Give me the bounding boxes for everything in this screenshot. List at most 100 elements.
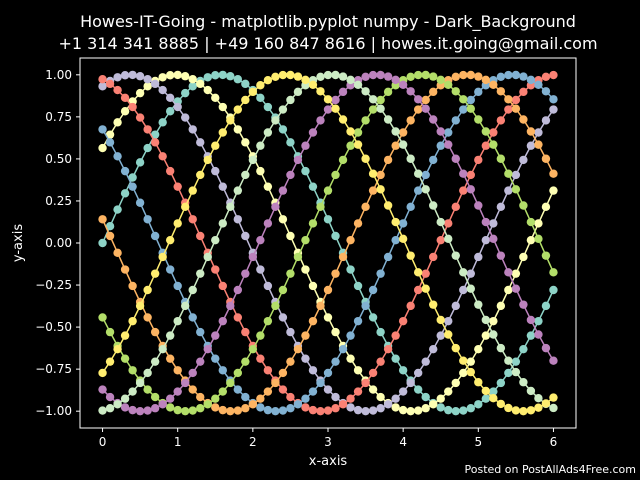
data-point <box>293 72 303 81</box>
data-point <box>481 386 491 396</box>
data-point <box>346 394 355 403</box>
data-point <box>489 393 498 403</box>
data-point <box>481 141 491 150</box>
data-point <box>474 400 483 409</box>
data-point <box>226 72 235 81</box>
data-point <box>368 70 378 80</box>
data-point <box>451 343 460 353</box>
data-point <box>549 356 558 365</box>
data-point <box>398 316 408 326</box>
data-point <box>233 285 243 295</box>
data-point <box>120 93 130 103</box>
data-point <box>173 281 182 291</box>
data-point <box>459 406 468 415</box>
x-tick-label: 4 <box>399 435 407 449</box>
data-point <box>188 125 197 134</box>
data-point <box>346 265 355 274</box>
data-point <box>376 392 385 402</box>
data-point <box>158 400 167 409</box>
data-point <box>361 72 370 82</box>
data-point <box>496 399 506 409</box>
series-7 <box>98 70 558 416</box>
data-point <box>188 285 197 295</box>
data-point <box>519 378 528 387</box>
data-point <box>105 130 115 139</box>
data-point <box>421 104 430 113</box>
data-point <box>150 269 160 278</box>
data-point <box>293 344 303 354</box>
data-point <box>466 170 475 180</box>
data-point <box>105 392 115 402</box>
data-point <box>241 269 250 278</box>
x-tick-label: 0 <box>99 435 107 449</box>
data-point <box>526 315 536 325</box>
data-point <box>203 252 212 262</box>
data-point <box>196 79 205 89</box>
data-point <box>391 141 400 150</box>
data-point <box>256 235 265 245</box>
data-point <box>128 316 137 326</box>
chart-title: Howes-IT-Going - matplotlib.pyplot numpy… <box>80 12 576 32</box>
data-point <box>436 75 445 85</box>
data-point <box>181 202 190 212</box>
data-point <box>293 87 303 97</box>
data-point <box>113 118 122 127</box>
data-point <box>316 87 325 96</box>
data-point <box>218 128 227 137</box>
data-point <box>278 70 288 80</box>
data-point <box>196 138 205 147</box>
data-point <box>286 95 295 105</box>
data-point <box>278 105 288 114</box>
data-point <box>511 269 521 278</box>
data-point <box>429 201 438 210</box>
data-point <box>301 75 310 85</box>
data-point <box>504 368 513 378</box>
data-point <box>173 219 182 228</box>
data-point <box>173 182 182 191</box>
data-point <box>451 87 460 96</box>
data-point <box>391 127 400 136</box>
data-point <box>421 170 430 180</box>
data-point <box>105 138 115 147</box>
data-point <box>496 378 506 388</box>
data-point <box>293 400 303 409</box>
data-point <box>218 102 227 112</box>
data-point <box>534 128 543 137</box>
data-point <box>256 394 265 403</box>
y-tick-label: −0.50 <box>35 320 72 334</box>
data-point <box>504 356 513 365</box>
data-point <box>165 394 175 403</box>
data-point <box>346 331 355 340</box>
data-point <box>203 155 212 165</box>
data-point <box>188 385 197 394</box>
data-point <box>301 166 310 176</box>
data-point <box>286 269 295 278</box>
data-point <box>504 403 513 413</box>
data-point <box>398 219 408 228</box>
data-point <box>361 202 370 212</box>
data-point <box>188 75 197 84</box>
data-point <box>248 87 258 97</box>
data-point <box>143 406 152 415</box>
data-point <box>413 406 423 415</box>
data-point <box>511 104 521 113</box>
data-point <box>150 231 160 241</box>
data-point <box>188 186 197 195</box>
data-point <box>383 344 393 354</box>
data-point <box>346 403 355 412</box>
data-point <box>429 400 438 409</box>
data-point <box>474 87 483 97</box>
data-point <box>120 189 130 198</box>
data-point <box>376 404 385 413</box>
data-point <box>203 73 212 82</box>
data-point <box>308 128 318 137</box>
data-point <box>346 354 355 363</box>
data-point <box>391 235 400 245</box>
data-point <box>541 251 551 260</box>
data-point <box>436 235 445 245</box>
data-point <box>338 72 348 81</box>
data-point <box>338 252 348 262</box>
data-point <box>233 368 243 378</box>
data-point <box>256 265 265 274</box>
data-point <box>331 170 340 180</box>
